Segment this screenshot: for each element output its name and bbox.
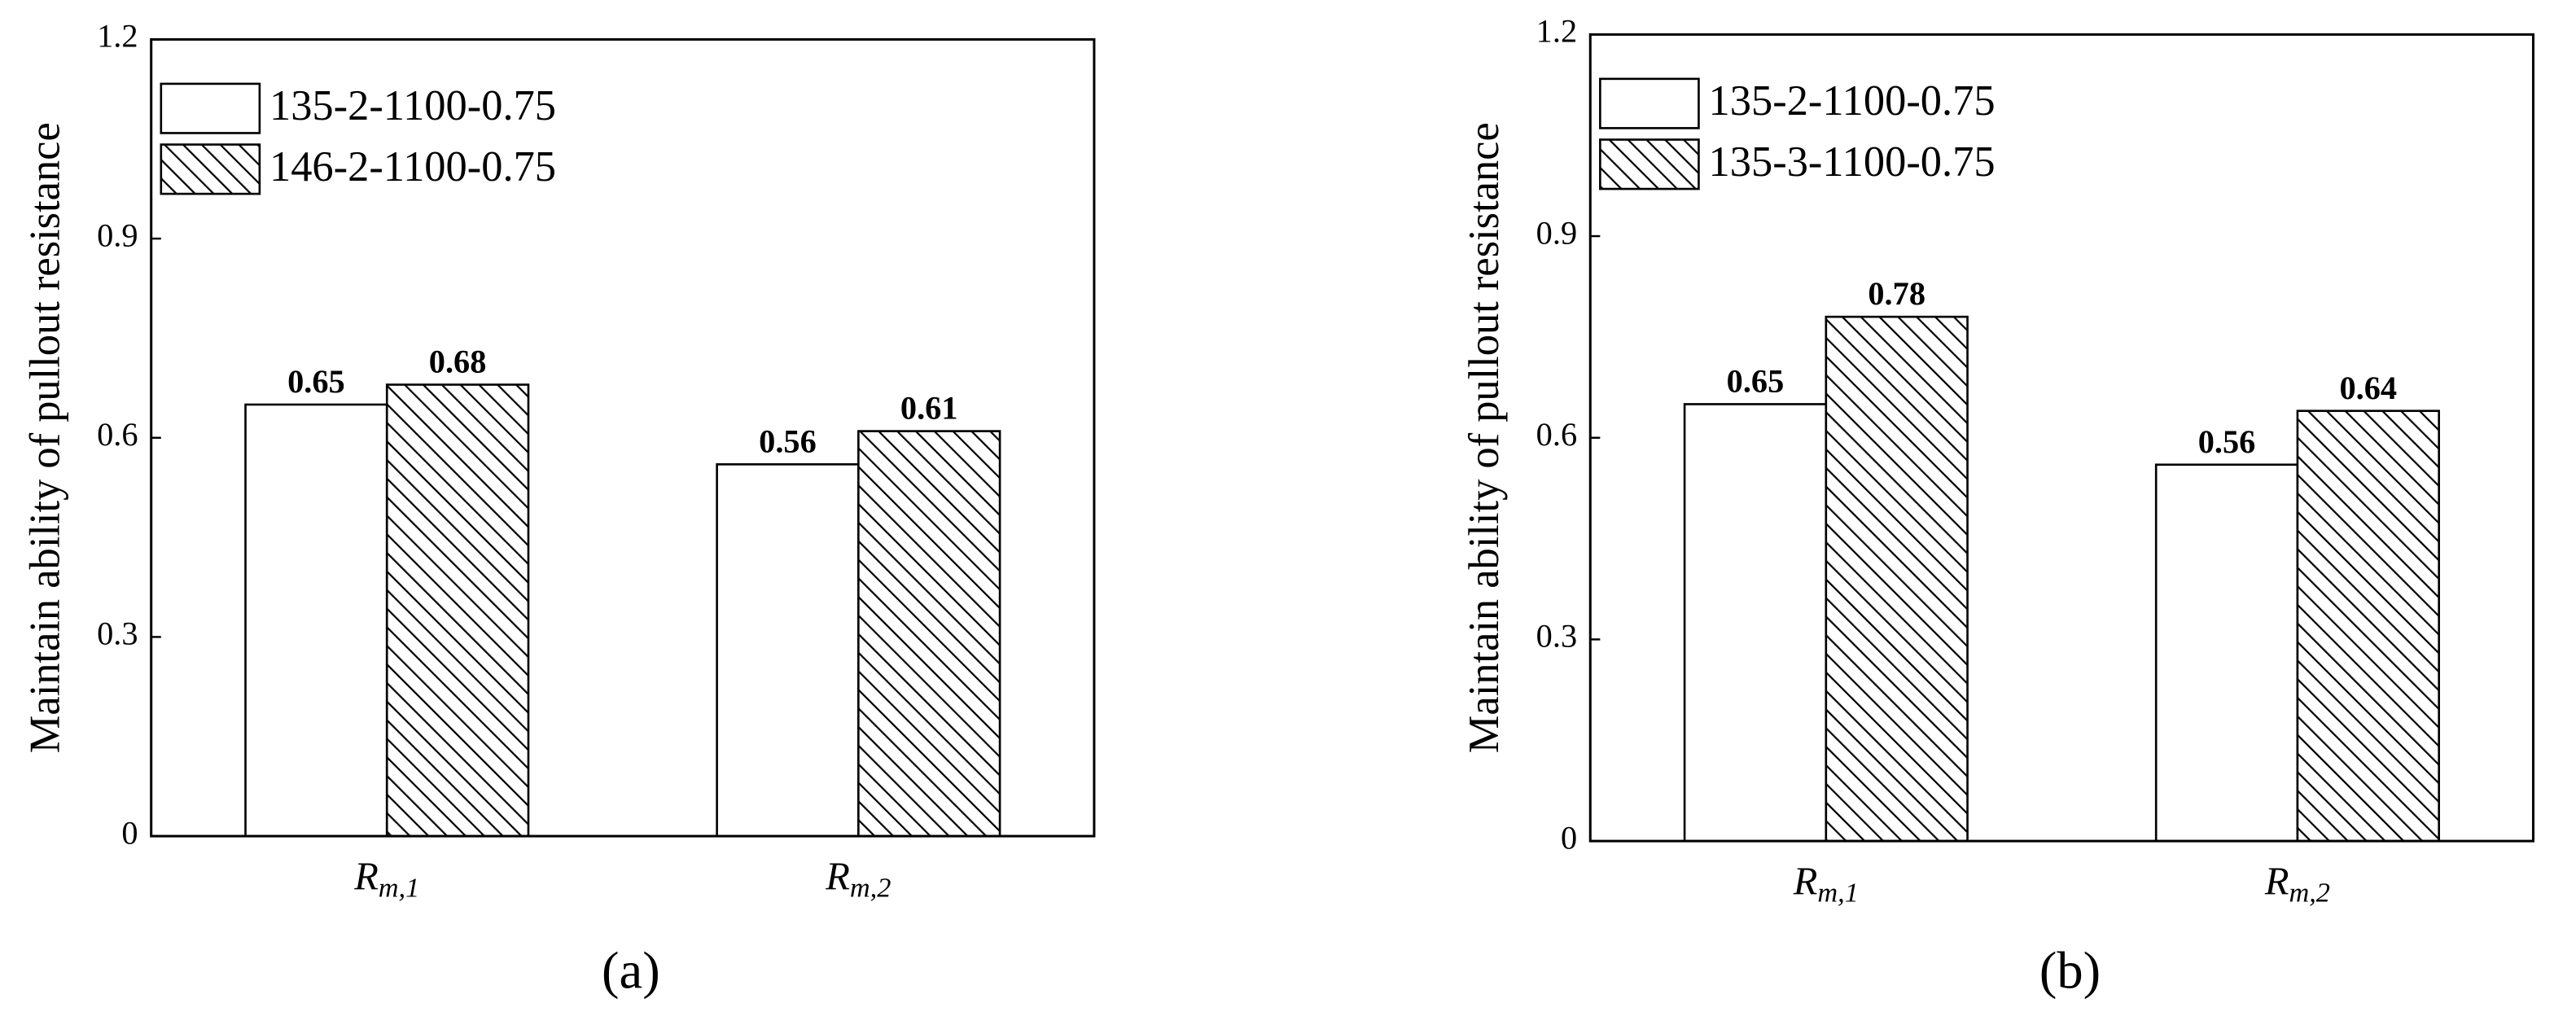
bar	[2296, 409, 2440, 843]
y-tick-label: 0.3	[1536, 618, 1577, 655]
bar	[2154, 463, 2299, 843]
bar	[385, 383, 530, 838]
value-label: 0.65	[287, 363, 345, 400]
value-label: 0.68	[429, 344, 487, 380]
x-tick-label: Rm,1	[353, 856, 419, 904]
y-tick-label: 1.2	[1536, 13, 1577, 50]
bar	[1825, 315, 1969, 843]
legend-label: 135-2-1100-0.75	[1709, 77, 1996, 125]
legend-label: 146-2-1100-0.75	[269, 143, 556, 190]
value-label: 0.56	[2198, 423, 2256, 460]
value-label: 0.78	[1868, 275, 1925, 312]
y-tick-label: 0.9	[1536, 214, 1577, 251]
plot-frame	[150, 37, 1096, 838]
x-tick-label: Rm,2	[2264, 861, 2330, 909]
y-tick-label: 0	[121, 814, 138, 851]
y-axis-label: Maintain ability of pullout resistance	[22, 122, 69, 753]
legend-label: 135-3-1100-0.75	[1709, 138, 1996, 186]
x-tick-label: Rm,2	[825, 856, 891, 904]
y-tick-label: 0	[1561, 819, 1577, 856]
legend-swatch	[160, 82, 261, 134]
legend-swatch	[1599, 77, 1700, 129]
value-label: 0.56	[759, 423, 817, 459]
value-label: 0.65	[1727, 363, 1785, 400]
bar	[857, 430, 1001, 838]
y-tick-label: 1.2	[97, 18, 138, 55]
y-tick-label: 0.9	[97, 217, 138, 253]
y-tick-label: 0.6	[97, 416, 138, 453]
x-tick-label: Rm,1	[1793, 861, 1859, 909]
legend-label: 135-2-1100-0.75	[269, 82, 556, 129]
bar	[244, 403, 388, 838]
plot-frame	[1588, 33, 2534, 843]
legend-swatch	[160, 143, 261, 195]
value-label: 0.64	[2339, 370, 2397, 406]
value-label: 0.61	[900, 390, 958, 427]
y-tick-label: 0.6	[1536, 416, 1577, 453]
panel-label: (a)	[602, 940, 660, 1000]
legend-swatch	[1599, 138, 1700, 190]
y-axis-label: Maintain ability of pullout resistance	[1461, 122, 1508, 753]
bar	[1683, 403, 1828, 843]
panel-label: (b)	[2039, 940, 2101, 1000]
y-tick-label: 0.3	[97, 615, 138, 652]
bar	[716, 463, 860, 838]
